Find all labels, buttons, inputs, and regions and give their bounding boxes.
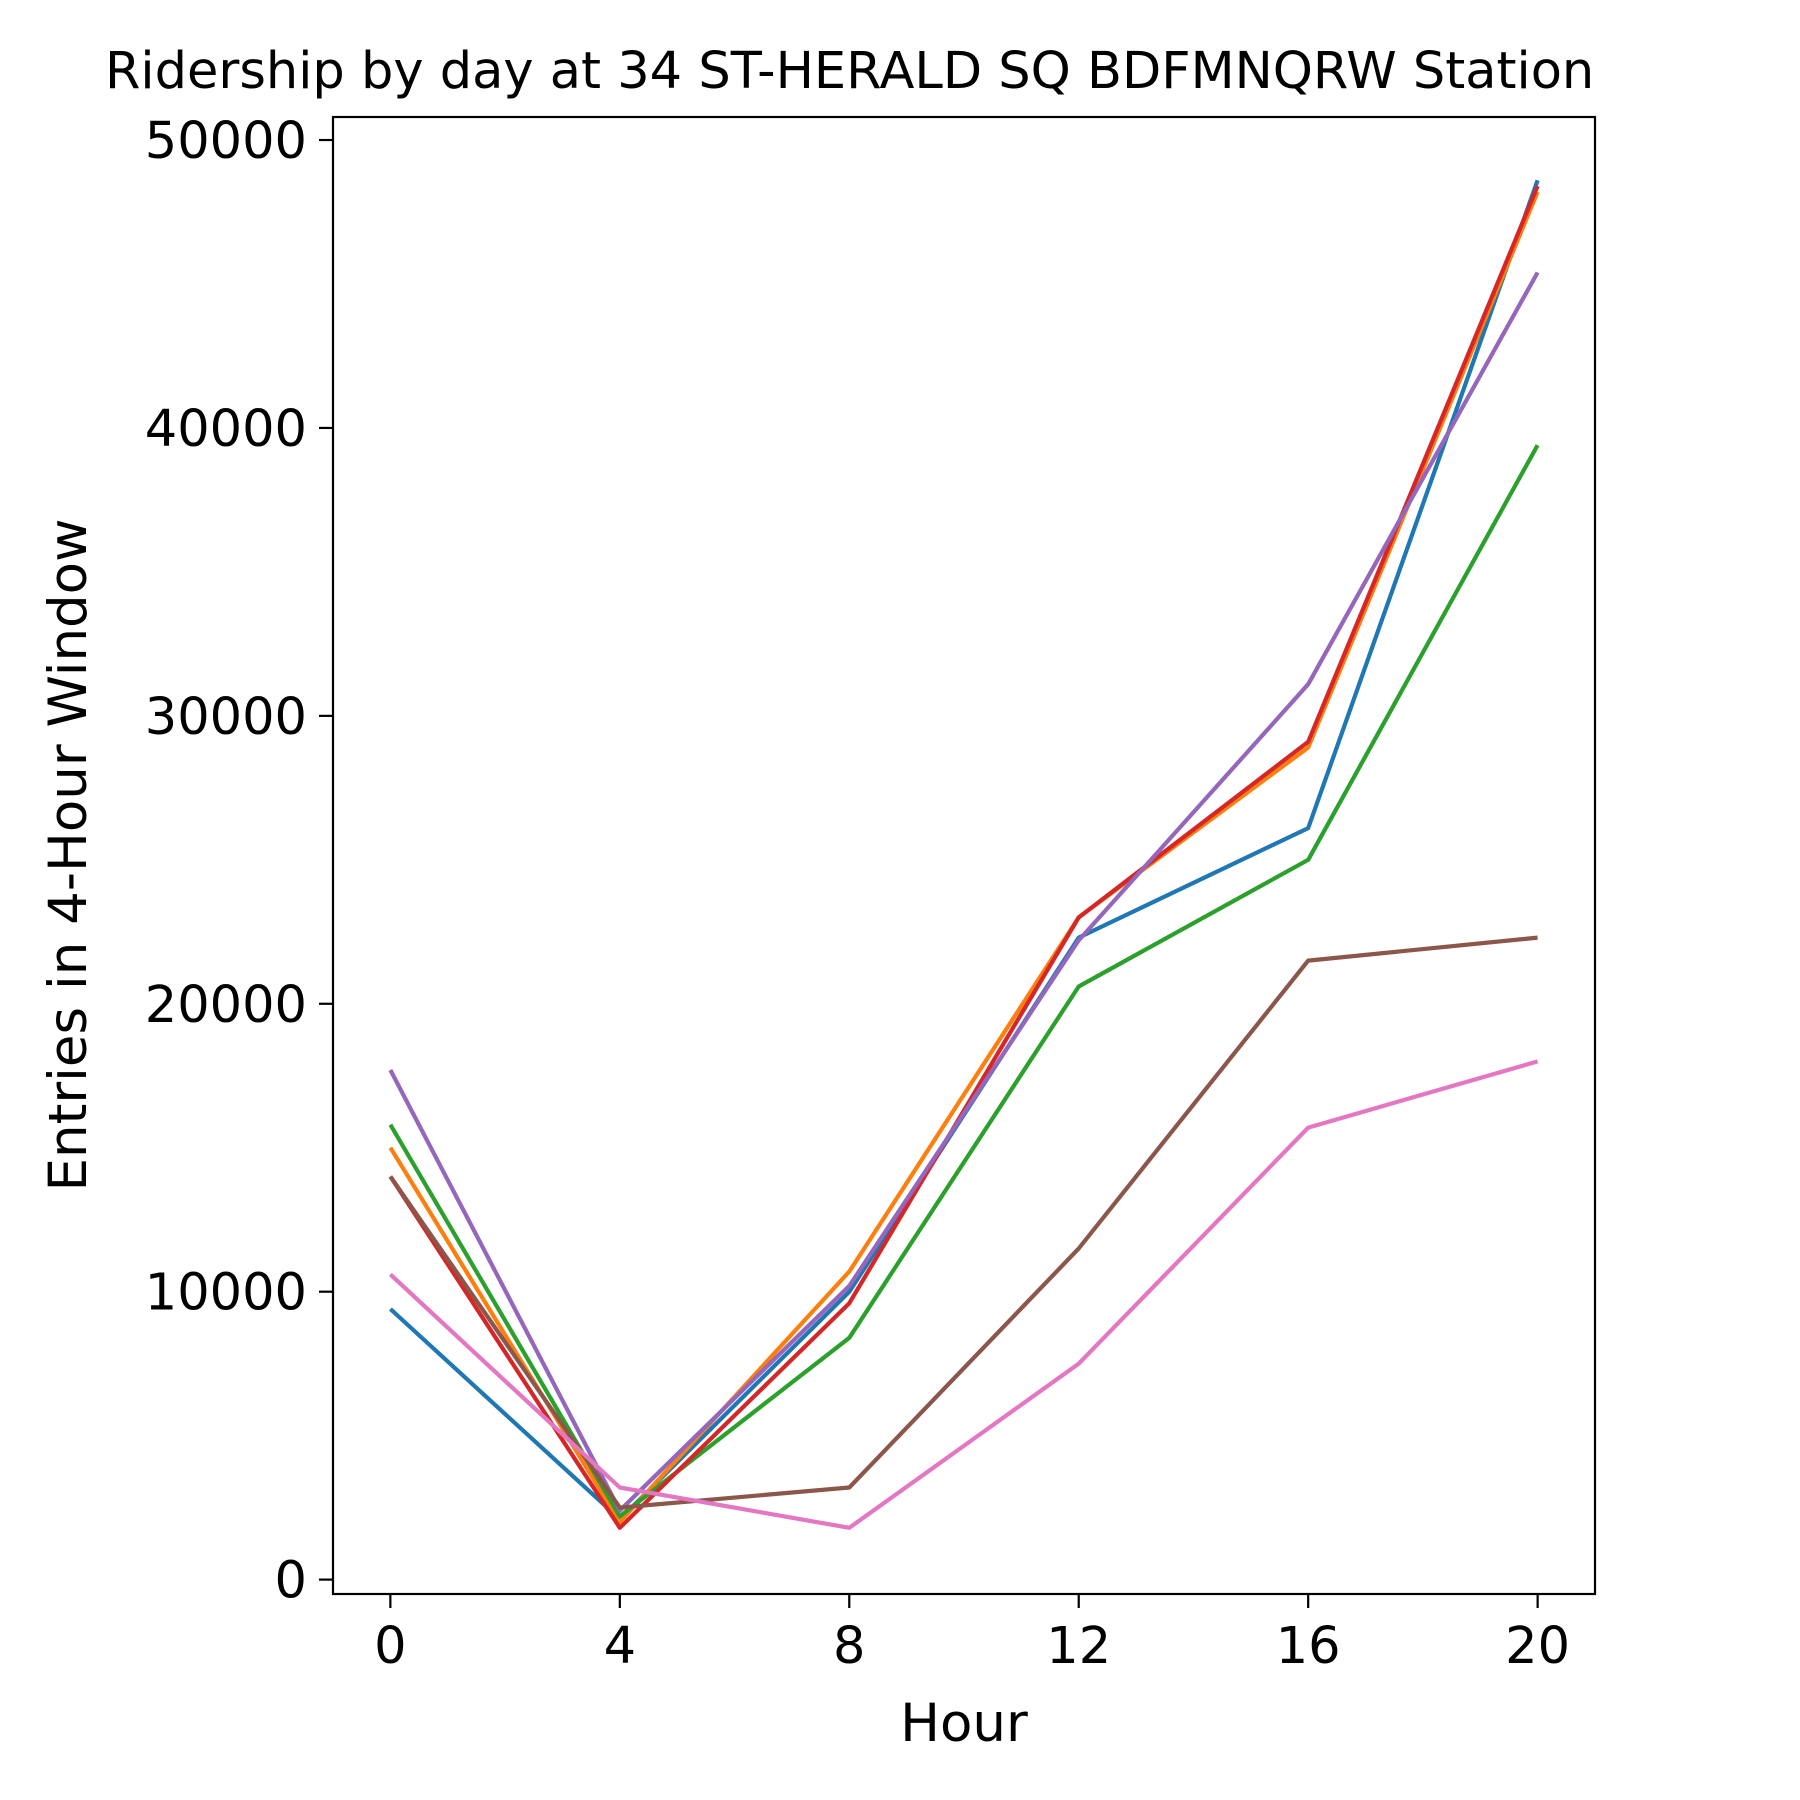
x-tick-label: 4 <box>604 1617 636 1676</box>
y-axis-ticks: 0 10000 20000 30000 40000 50000 <box>145 112 333 1611</box>
x-tick-label: 16 <box>1276 1617 1341 1676</box>
series-line-6 <box>388 935 1538 1510</box>
y-tick-label: 30000 <box>145 688 307 747</box>
x-tick-label: 8 <box>833 1617 865 1676</box>
series-line-7 <box>388 1059 1539 1530</box>
series-line-4 <box>388 185 1540 1530</box>
series-line-2 <box>388 191 1540 1525</box>
y-tick-label: 10000 <box>145 1264 307 1323</box>
y-tick-label: 40000 <box>145 400 307 459</box>
chart-title: Ridership by day at 34 ST-HERALD SQ BDFM… <box>105 42 1594 101</box>
x-axis-label: Hour <box>900 1693 1028 1754</box>
x-tick-label: 12 <box>1046 1617 1111 1676</box>
y-tick-label: 20000 <box>145 976 307 1035</box>
series-line-1 <box>388 179 1540 1522</box>
y-tick-label: 50000 <box>145 112 307 171</box>
series-line-5 <box>388 271 1540 1513</box>
x-axis-ticks: 0 4 8 12 16 20 <box>374 1594 1570 1676</box>
series-layer <box>388 179 1540 1530</box>
x-tick-label: 0 <box>374 1617 406 1676</box>
y-tick-label: 0 <box>275 1552 307 1611</box>
y-axis-label: Entries in 4-Hour Window <box>38 519 99 1192</box>
plot-frame <box>331 115 1597 1596</box>
x-tick-label: 20 <box>1505 1617 1570 1676</box>
